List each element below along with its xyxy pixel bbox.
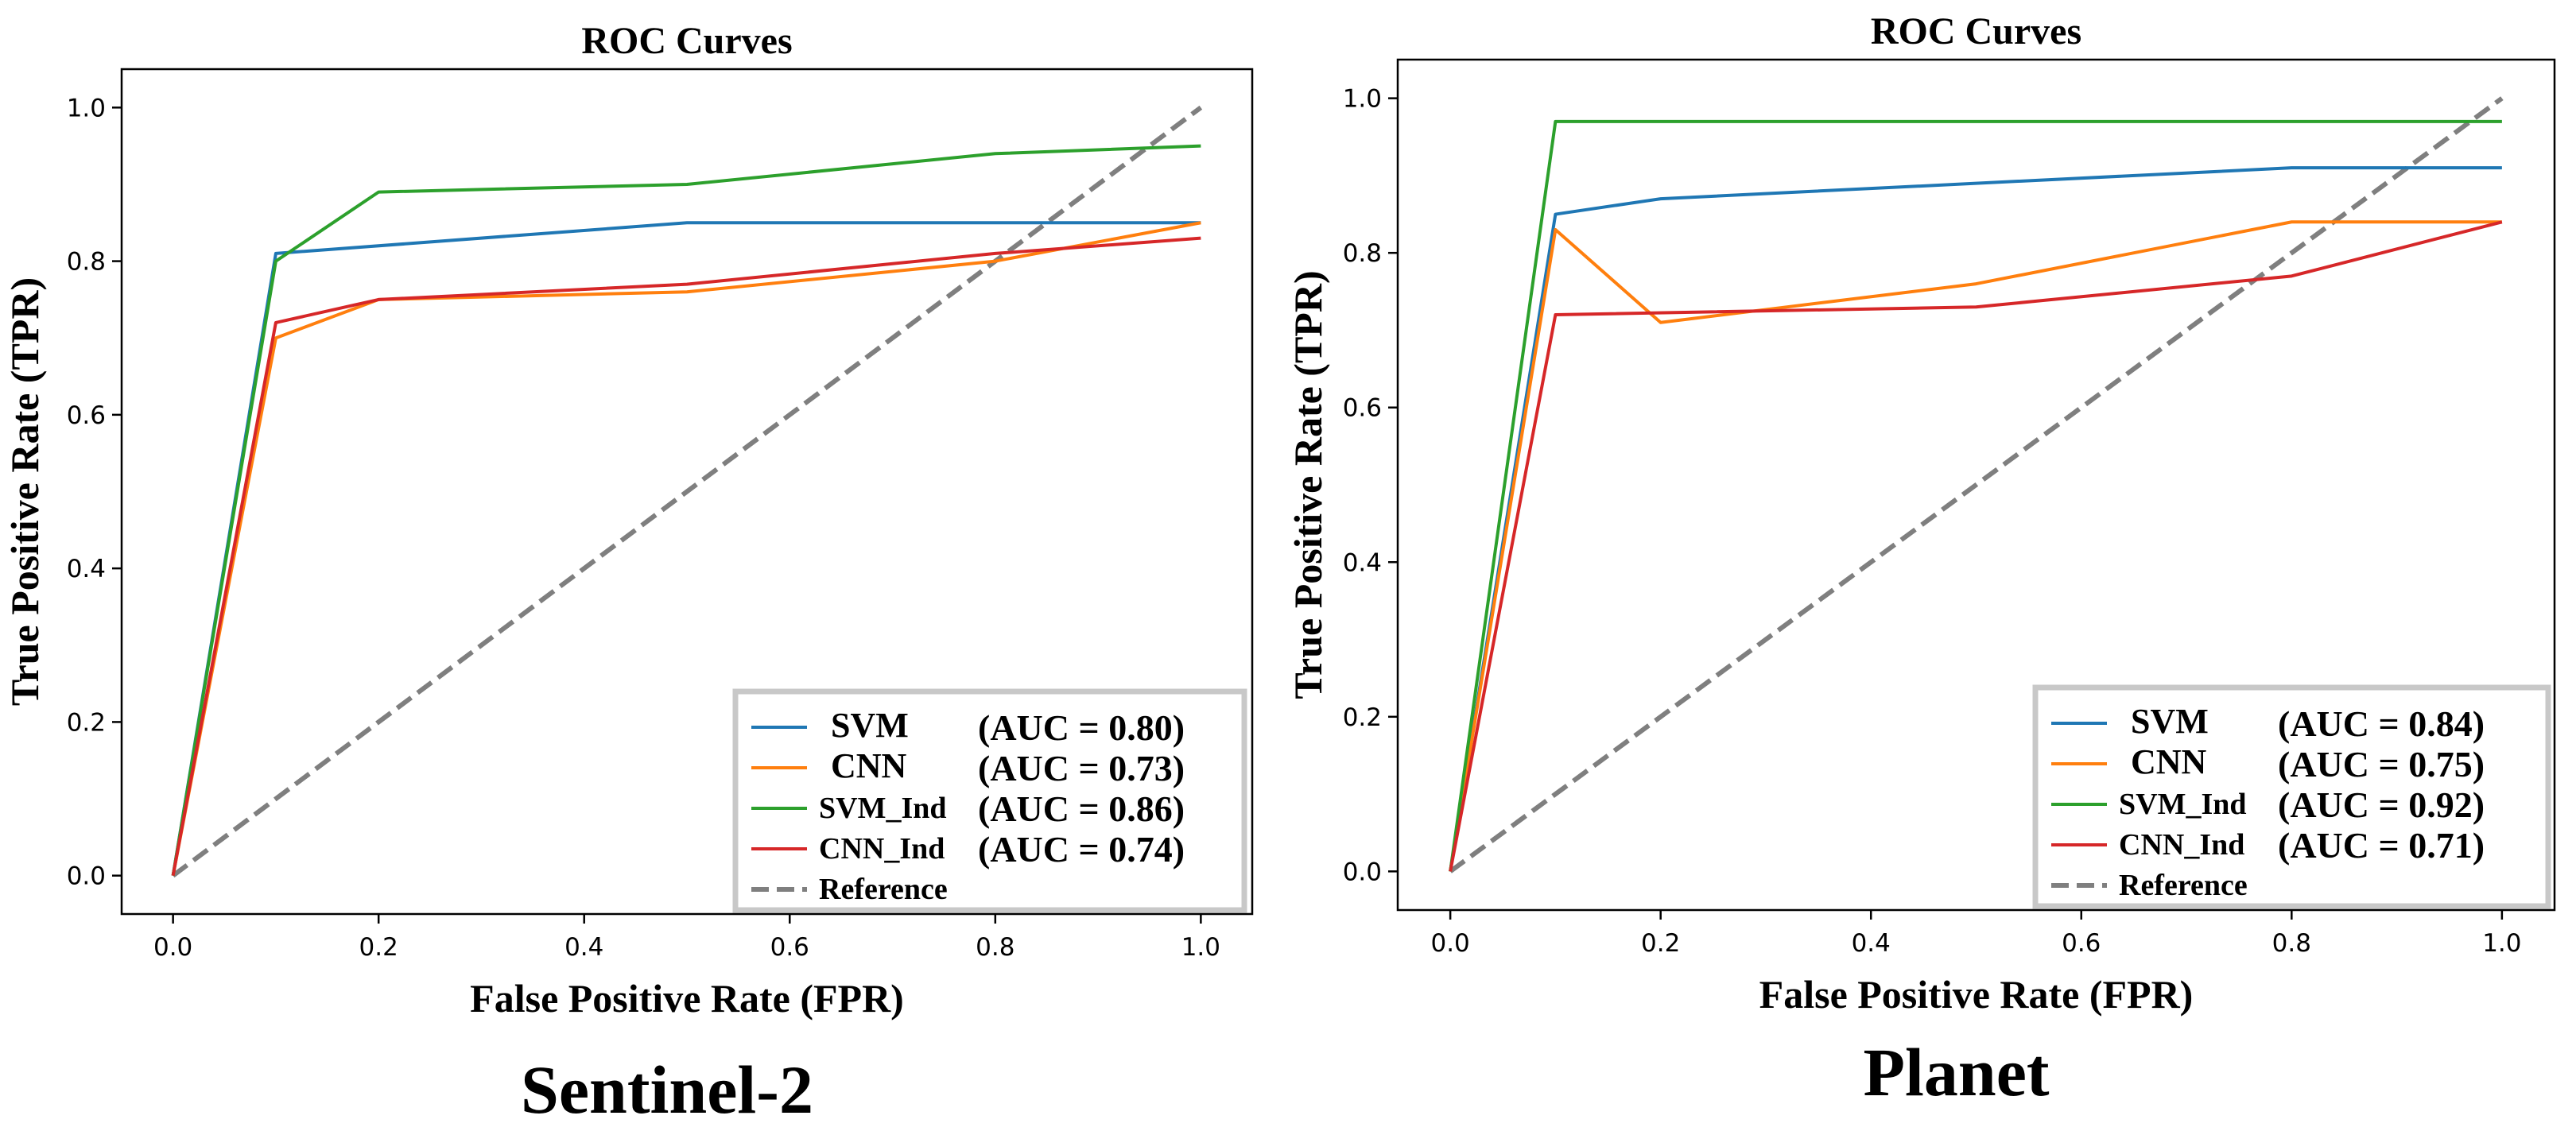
legend-label: SVM_Ind (2119, 788, 2247, 821)
legend-auc-value: (AUC = 0.84) (2278, 703, 2485, 744)
legend-label: Reference (2119, 869, 2248, 902)
x-tick-label: 0.8 (2272, 929, 2311, 958)
x-tick-label: 0.4 (564, 933, 603, 962)
planet-roc-chart: ROC Curves 0.0 0.2 0.4 0.6 0.8 1.0 0.0 0.2 0.4 0.6… (1286, 10, 2556, 1110)
series-line-svm (1449, 166, 2502, 872)
y-axis-label: True Positive Rate (TPR) (1286, 270, 1330, 699)
x-tick-label: 0.6 (770, 933, 809, 962)
y-tick-label: 0.8 (67, 248, 106, 277)
legend-auc-value: (AUC = 0.75) (2278, 744, 2485, 784)
x-tick-label: 0.6 (2062, 929, 2101, 958)
legend-box (732, 688, 1247, 913)
y-tick-label: 0.2 (67, 708, 106, 737)
series-line-cnn (1449, 220, 2502, 872)
x-tick-label: 0.2 (1641, 929, 1680, 958)
legend-label: CNN_Ind (819, 832, 945, 866)
y-tick-label: 0.6 (67, 401, 106, 430)
x-tick-label: 0.0 (153, 933, 192, 962)
series-line-reference (1449, 96, 2504, 873)
x-tick-label: 0.8 (976, 933, 1014, 962)
legend-label: Reference (819, 873, 948, 906)
legend-label: CNN_Ind (2119, 828, 2244, 862)
chart-title: ROC Curves (581, 20, 792, 62)
y-tick-label: 0.0 (1343, 858, 1382, 886)
series-line-svm-ind (171, 144, 1201, 877)
x-axis-label: False Positive Rate (FPR) (470, 976, 904, 1021)
legend-auc-value: (AUC = 0.86) (978, 788, 1185, 829)
legend-label: SVM (831, 706, 909, 745)
legend-label: CNN (2131, 742, 2207, 781)
x-tick-label: 0.2 (359, 933, 398, 962)
plot-area-frame (120, 68, 1254, 916)
y-tick-label: 0.6 (1343, 394, 1382, 423)
legend-auc-value: (AUC = 0.92) (2278, 784, 2485, 825)
sentinel-2-roc-chart: ROC Curves 0.0 0.2 0.4 0.6 0.8 1.0 0.0 0.2 0.4 0.6… (2, 20, 1254, 1128)
series-line-cnn (171, 221, 1201, 877)
x-tick-label: 0.4 (1852, 929, 1891, 958)
plot-area-frame (1396, 58, 2556, 912)
legend: SVM (AUC = 0.80) CNN (AUC = 0.73) SVM_Ind (AU… (732, 688, 1247, 913)
x-axis-label: False Positive Rate (FPR) (1759, 972, 2194, 1017)
legend-auc-value: (AUC = 0.74) (978, 829, 1185, 870)
legend-label: SVM_Ind (819, 792, 947, 825)
legend-box (2032, 684, 2551, 909)
chart-title: ROC Curves (1871, 10, 2081, 52)
series-line-cnn-ind (1449, 220, 2503, 872)
legend-auc-value: (AUC = 0.73) (978, 748, 1185, 788)
y-tick-label: 0.4 (67, 555, 106, 583)
y-tick-label: 1.0 (67, 94, 106, 122)
legend-auc-value: (AUC = 0.71) (2278, 825, 2485, 866)
legend-auc-value: (AUC = 0.80) (978, 707, 1185, 748)
y-axis-label: True Positive Rate (TPR) (2, 277, 47, 706)
x-tick-label: 1.0 (2482, 929, 2521, 958)
y-tick-label: 0.2 (1343, 703, 1382, 732)
x-tick-label: 1.0 (1181, 933, 1220, 962)
y-tick-label: 1.0 (1343, 85, 1382, 114)
legend-label: CNN (831, 746, 907, 785)
y-tick-label: 0.4 (1343, 548, 1382, 577)
legend-label: SVM (2131, 702, 2209, 741)
y-tick-label: 0.0 (67, 862, 106, 891)
panel-caption: Sentinel-2 (521, 1052, 813, 1128)
panel-caption: Planet (1863, 1034, 2049, 1110)
y-tick-label: 0.8 (1343, 239, 1382, 268)
x-tick-label: 0.0 (1430, 929, 1469, 958)
series-line-cnn-ind (171, 236, 1201, 877)
series-line-reference (171, 105, 1203, 878)
series-line-svm-ind (1449, 119, 2502, 872)
legend: SVM (AUC = 0.84) CNN (AUC = 0.75) SVM_Ind (AU… (2032, 684, 2551, 909)
